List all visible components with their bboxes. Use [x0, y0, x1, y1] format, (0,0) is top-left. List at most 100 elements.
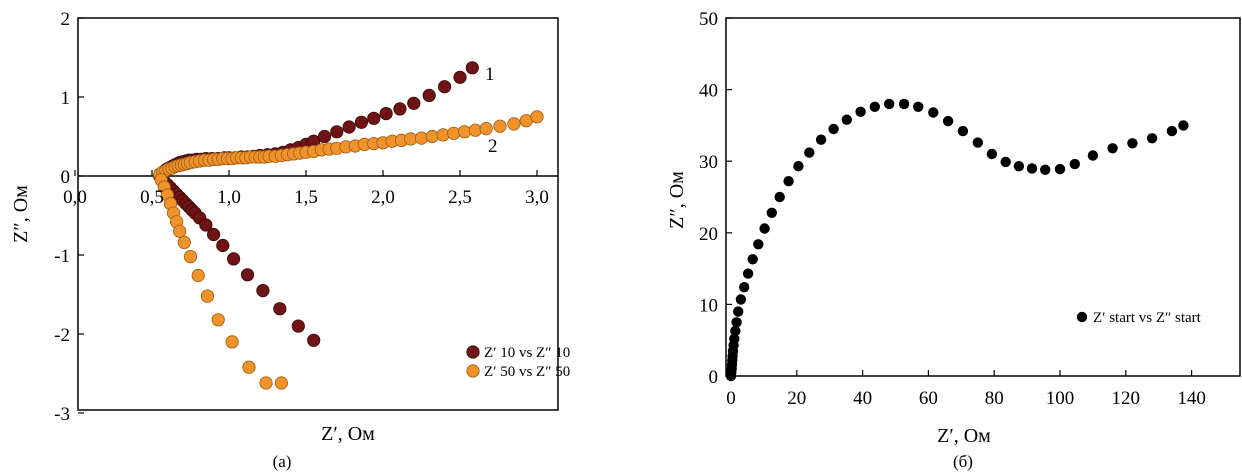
chart-a-xtick-label: 0,5 — [140, 187, 164, 208]
chart-a-legend-marker-2 — [466, 364, 480, 378]
chart-a-series1-point — [422, 88, 436, 103]
chart-a-series1-point — [453, 70, 467, 84]
chart-b-point — [1087, 150, 1099, 161]
chart-a-series2-point — [274, 376, 288, 390]
chart-a-series2-point — [479, 122, 493, 136]
chart-a-ytick-label: 0 — [61, 167, 71, 188]
chart-b-point — [783, 176, 794, 187]
chart-b-point — [1146, 133, 1158, 144]
chart-a-series2-point — [259, 376, 273, 390]
chart-a-series1-point — [437, 80, 452, 94]
chart-b-point — [735, 294, 747, 305]
chart-b-point — [1127, 138, 1138, 149]
chart-b-point — [1013, 161, 1025, 172]
chart-b-point — [739, 282, 750, 293]
chart-b-point — [1054, 163, 1066, 175]
chart-a-series2-point — [414, 131, 429, 145]
chart-a-legend-label-2: Z′ 50 vs Z″ 50 — [484, 364, 570, 380]
chart-b-point — [1178, 120, 1189, 131]
chart-b-ytick-label: 30 — [699, 152, 718, 173]
chart-a-xtick-label: 1,0 — [217, 187, 241, 208]
chart-b-point — [753, 239, 764, 250]
chart-b-point — [898, 98, 910, 110]
chart-a-ytick-label: -3 — [54, 404, 70, 425]
chart-b-point — [742, 268, 754, 279]
chart-a-points — [153, 61, 544, 390]
chart-a-series1-point — [354, 115, 368, 129]
chart-b-xtick-label: 140 — [1177, 388, 1206, 409]
chart-b-point — [957, 125, 969, 137]
chart-b-point — [804, 147, 815, 158]
chart-b-point — [913, 101, 924, 113]
chart-a-curve-label-1: 1 — [485, 64, 495, 85]
chart-a-series1-point — [317, 129, 332, 144]
chart-b-point — [729, 333, 740, 344]
chart-b-ytick-label: 50 — [699, 9, 718, 30]
chart-a-curve-label-2: 2 — [488, 136, 498, 157]
chart-b-point — [855, 106, 866, 118]
chart-a-series1-point — [273, 302, 287, 316]
chart-b-frame — [725, 17, 1241, 377]
chart-a-series1-point — [367, 111, 381, 125]
chart-a-series2-point — [191, 268, 205, 283]
chart-a-series2-point — [457, 125, 472, 139]
chart-a-series2-point — [447, 126, 461, 140]
chart-b-point — [1040, 164, 1051, 175]
chart-a-tick-labels: 0,0 0,5 1,0 1,5 2,0 2,5 3,0 -3 -2 -1 0 1 2 — [54, 9, 549, 425]
chart-b-xtick-label: 20 — [787, 388, 806, 409]
chart-a-series2-point — [211, 313, 225, 327]
chart-a-series1-point — [199, 218, 213, 232]
chart-b-point — [759, 223, 770, 234]
chart-b-point — [1026, 163, 1038, 174]
chart-b-point — [733, 306, 744, 317]
chart-b-ytick-label: 0 — [709, 367, 719, 388]
chart-a-series2-point — [493, 119, 507, 133]
chart-a-series1-point — [330, 125, 344, 139]
chart-b-xtick-label: 120 — [1112, 388, 1141, 409]
chart-a-xtick-label: 0,0 — [63, 187, 87, 208]
chart-b-ytick-label: 40 — [699, 81, 718, 102]
chart-a-legend: Z′ 10 vs Z″ 10 Z′ 50 vs Z″ 50 — [466, 345, 570, 380]
chart-b-point — [884, 98, 895, 110]
chart-a-series1-point — [291, 319, 305, 333]
chart-a-xtick-label: 3,0 — [525, 187, 549, 208]
chart-a-series1-point — [240, 268, 255, 282]
chart-b-point — [841, 114, 852, 125]
chart-a-series2-point — [173, 224, 187, 238]
chart-b-tick-labels: 0 20 40 60 80 100 120 140 0 10 20 30 40 50 — [699, 9, 1206, 409]
chart-b-caption: (б) — [953, 452, 973, 471]
chart-a-series1-point — [393, 102, 407, 116]
chart-a-series2-point — [530, 110, 544, 124]
chart-a-series2-point — [183, 250, 198, 264]
chart-b-point — [1107, 143, 1118, 154]
chart-a-series1-point — [256, 283, 270, 298]
chart-b-xlabel: Z′, Ом — [937, 425, 991, 447]
chart-b-xtick-label: 40 — [853, 388, 872, 409]
chart-b: 0 20 40 60 80 100 120 140 0 10 20 30 40 50 Z′, Ом Z″,… — [666, 9, 1241, 471]
chart-b-xtick-label: 0 — [726, 388, 736, 409]
chart-a-legend-marker-1 — [466, 345, 480, 359]
chart-a-series1-point — [216, 238, 230, 253]
chart-a-ytick-label: -1 — [54, 246, 70, 267]
chart-a-series2-point — [200, 289, 214, 303]
chart-a-xtick-label: 1,5 — [294, 187, 318, 208]
chart-b-point — [972, 137, 983, 148]
chart-a-series2-point — [507, 117, 521, 131]
chart-a: 0,0 0,5 1,0 1,5 2,0 2,5 3,0 -3 -2 -1 0 1 2 Z′, Ом Z″… — [10, 9, 570, 471]
chart-a-series1-point — [465, 61, 479, 75]
chart-a-caption: (а) — [273, 452, 292, 471]
chart-a-series1-point — [379, 107, 393, 121]
chart-a-series1-point — [207, 227, 221, 242]
chart-a-xtick-label: 2,0 — [371, 187, 395, 208]
chart-b-point — [815, 134, 827, 145]
chart-b-point — [928, 107, 939, 118]
chart-a-series2-point — [468, 123, 482, 137]
chart-b-xtick-label: 80 — [985, 388, 1004, 409]
chart-b-ytick-label: 10 — [699, 295, 718, 316]
chart-b-ylabel: Z″, Ом — [666, 171, 688, 229]
chart-a-series1-point — [307, 333, 321, 347]
chart-b-legend-marker-1 — [1076, 311, 1088, 323]
chart-b-point — [766, 207, 777, 218]
chart-a-series2-point — [425, 129, 439, 144]
chart-b-point — [942, 115, 954, 127]
